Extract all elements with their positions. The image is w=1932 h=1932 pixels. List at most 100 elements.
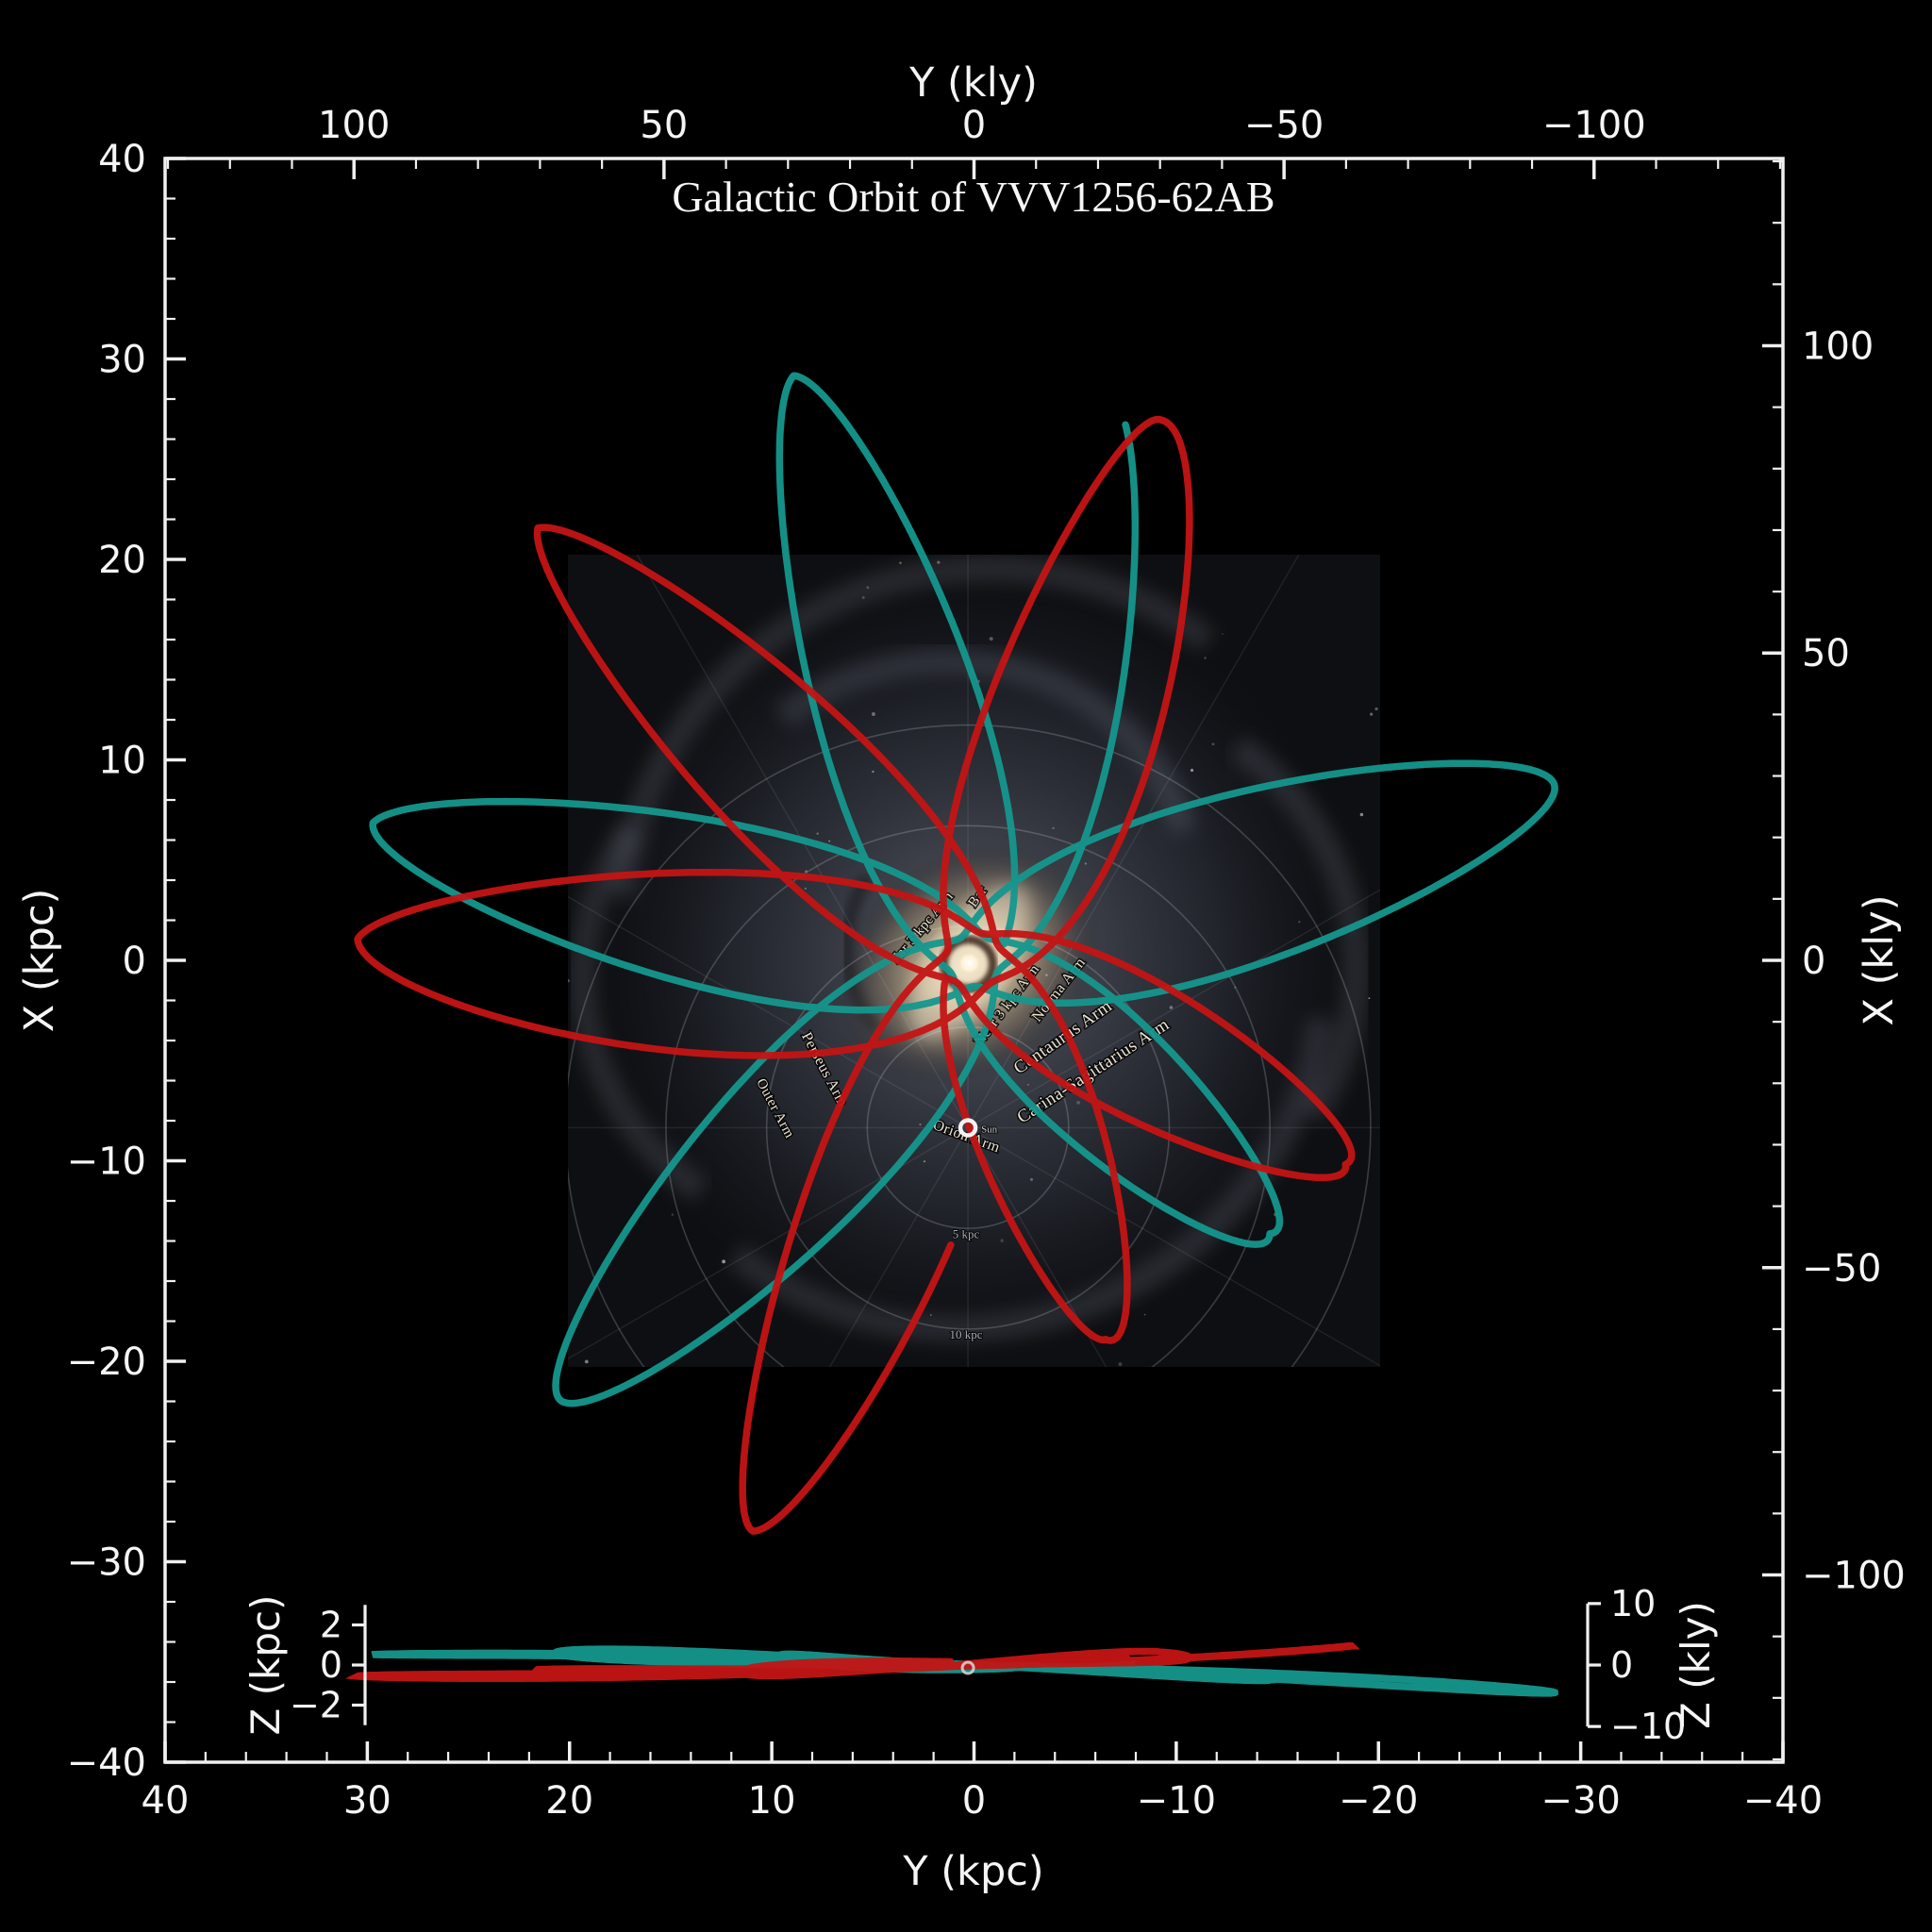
star-speckle <box>1000 1239 1004 1242</box>
star-speckle <box>1169 1006 1174 1009</box>
star-speckle <box>899 561 902 564</box>
inset-tick-label-right: 0 <box>1610 1644 1633 1686</box>
tick-label-bottom: 0 <box>962 1779 986 1823</box>
orbit-curves <box>354 372 1558 1535</box>
star-speckle <box>1374 707 1378 711</box>
inset-axis-label-left: Z (kpc) <box>242 1595 289 1736</box>
star-speckle <box>1211 742 1215 746</box>
tick-label-right: 100 <box>1802 325 1874 368</box>
axis-label-right: X (kly) <box>1856 895 1903 1026</box>
star-speckle <box>1234 986 1237 989</box>
tick-label-top: −50 <box>1244 104 1324 147</box>
star-speckle <box>805 870 808 873</box>
star-speckle <box>872 770 874 774</box>
milky-way-map <box>568 555 1380 1367</box>
sun-distance-ring-15kpc <box>665 824 1271 1367</box>
longitude-spoke <box>967 889 1380 1129</box>
tick-label-left: 20 <box>98 539 146 582</box>
sun-marker-label: Sun <box>981 1124 998 1135</box>
star-speckle <box>1143 1313 1146 1316</box>
inset-axis-label-right: Z (kly) <box>1673 1601 1719 1729</box>
inset-tick-label-left: 2 <box>320 1605 342 1646</box>
tick-label-left: 10 <box>98 740 146 783</box>
star-speckle <box>1029 1177 1034 1181</box>
star-speckle <box>1084 862 1087 865</box>
longitude-spoke <box>967 1126 1380 1367</box>
tick-label-left: −10 <box>67 1141 146 1184</box>
tick-label-top: 100 <box>318 104 390 147</box>
axis-label-bottom: Y (kpc) <box>902 1848 1043 1895</box>
tick-label-right: −50 <box>1802 1247 1881 1291</box>
sun-distance-ring-20kpc <box>568 724 1372 1367</box>
spiral-arm-hint-2 <box>569 822 708 1202</box>
tick-label-bottom: −10 <box>1137 1779 1216 1823</box>
inset-tick-label-right: 10 <box>1610 1583 1656 1624</box>
star-speckle <box>866 586 870 590</box>
edge-on-inset <box>344 1641 1558 1697</box>
tick-label-left: −30 <box>67 1541 146 1585</box>
tick-label-left: −40 <box>67 1741 146 1785</box>
star-speckle <box>1298 921 1301 924</box>
star-speckle <box>1190 768 1194 773</box>
longitude-spoke <box>568 895 969 1129</box>
star-speckle <box>1222 633 1224 635</box>
star-speckle <box>568 978 570 983</box>
ring-label-0: 5 kpc <box>953 1227 980 1241</box>
tick-label-bottom: 20 <box>545 1779 593 1823</box>
tick-label-bottom: 10 <box>748 1779 796 1823</box>
figure-title: Galactic Orbit of VVV1256-62AB <box>672 173 1274 221</box>
orbit-path-red <box>354 415 1356 1535</box>
inset-tick-label-right: −10 <box>1610 1706 1686 1747</box>
star-speckle <box>828 840 831 842</box>
star-speckle <box>1076 1100 1080 1105</box>
star-speckle <box>861 596 865 599</box>
star-speckle <box>722 1259 726 1264</box>
tick-label-top: −100 <box>1542 104 1646 147</box>
tick-label-right: 0 <box>1802 940 1825 983</box>
star-speckle <box>1204 657 1207 659</box>
star-speckle <box>929 1314 932 1316</box>
inset-tick-label-left: −2 <box>290 1685 342 1726</box>
longitude-spoke <box>568 1126 969 1360</box>
star-speckle <box>923 1160 925 1163</box>
star-speckle <box>1052 826 1055 829</box>
star-speckle <box>671 1213 675 1216</box>
inset-orbit-path-red <box>344 1641 1360 1682</box>
star-speckle <box>1359 812 1364 817</box>
tick-label-top: 0 <box>962 104 986 147</box>
star-speckle <box>1045 974 1048 977</box>
tick-label-right: 50 <box>1802 632 1850 675</box>
star-speckle <box>804 887 807 890</box>
star-speckle <box>989 637 993 641</box>
tick-label-bottom: 30 <box>343 1779 391 1823</box>
tick-label-right: −100 <box>1802 1555 1906 1598</box>
longitude-spoke <box>967 1127 1108 1367</box>
tick-label-bottom: −20 <box>1339 1779 1418 1823</box>
spiral-arm-hint-4 <box>774 648 1197 834</box>
tick-label-bottom: 40 <box>142 1779 190 1823</box>
star-speckle <box>950 919 953 922</box>
star-speckle <box>919 1124 922 1126</box>
tick-label-left: 40 <box>98 138 146 181</box>
tick-label-bottom: −30 <box>1541 1779 1620 1823</box>
star-speckle <box>584 1359 589 1364</box>
tick-label-left: 30 <box>98 339 146 382</box>
tick-label-left: 0 <box>123 940 146 983</box>
sun-marker-face-on <box>958 1118 978 1138</box>
spiral-arm-hint-0 <box>609 555 1216 898</box>
star-speckle <box>937 560 941 564</box>
orbit-path-teal <box>369 372 1558 1407</box>
longitude-spoke <box>828 1127 969 1367</box>
axis-label-left: X (kpc) <box>16 889 63 1033</box>
star-speckle <box>816 832 819 835</box>
spiral-arm-hint-1 <box>727 1017 1334 1342</box>
inset-tick-label-left: 0 <box>320 1644 342 1686</box>
star-speckle <box>1370 712 1374 716</box>
star-speckle <box>1027 1083 1029 1086</box>
sun-marker-edge-on <box>960 1660 975 1675</box>
galactic-center-core <box>957 951 982 975</box>
star-speckle <box>1118 1362 1123 1367</box>
